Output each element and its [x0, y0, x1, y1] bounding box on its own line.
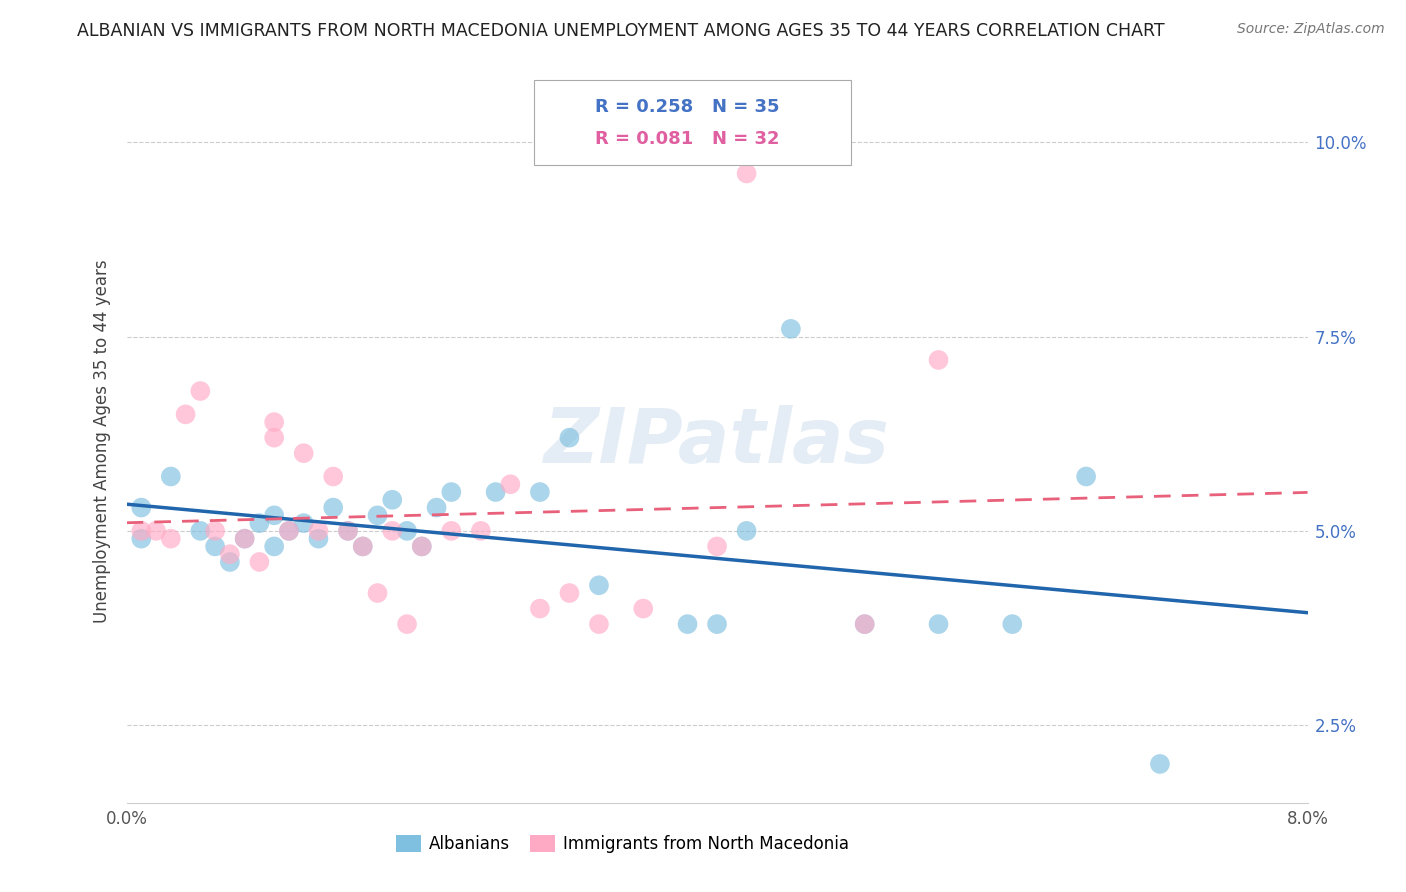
Point [292, 446, 315, 460]
Text: R = 0.258   N = 35: R = 0.258 N = 35 [595, 98, 779, 117]
Point [292, 516, 315, 530]
Point [219, 547, 242, 561]
Point [174, 408, 197, 422]
Point [499, 477, 522, 491]
Point [160, 469, 183, 483]
Point [706, 540, 728, 554]
Point [558, 431, 581, 445]
Text: Source: ZipAtlas.com: Source: ZipAtlas.com [1237, 22, 1385, 37]
Point [322, 469, 344, 483]
Point [129, 500, 153, 515]
Point [263, 431, 285, 445]
Point [145, 524, 167, 538]
Point [352, 540, 374, 554]
Point [381, 524, 404, 538]
Point [263, 508, 285, 523]
Point [484, 485, 508, 500]
Point [440, 524, 463, 538]
Point [411, 540, 433, 554]
Point [853, 617, 876, 632]
Point [188, 384, 212, 398]
Point [426, 500, 449, 515]
Point [129, 524, 153, 538]
Point [396, 524, 419, 538]
Point [278, 524, 301, 538]
Point [337, 524, 360, 538]
Point [396, 617, 419, 632]
Point [853, 617, 876, 632]
Point [928, 617, 950, 632]
Point [529, 601, 551, 615]
Point [779, 322, 801, 336]
Point [204, 540, 226, 554]
Point [160, 532, 183, 546]
Point [352, 540, 374, 554]
Point [470, 524, 492, 538]
Point [263, 540, 285, 554]
Point [249, 555, 271, 569]
Point [706, 617, 728, 632]
Point [633, 601, 655, 615]
Point [411, 540, 433, 554]
Point [129, 532, 153, 546]
Point [588, 578, 610, 592]
Point [735, 524, 758, 538]
Point [1149, 756, 1171, 771]
Point [928, 353, 950, 368]
Point [337, 524, 360, 538]
Point [219, 555, 242, 569]
Point [188, 524, 212, 538]
Point [381, 492, 404, 507]
Y-axis label: Unemployment Among Ages 35 to 44 years: Unemployment Among Ages 35 to 44 years [93, 260, 111, 624]
Point [367, 586, 389, 600]
Point [529, 485, 551, 500]
Point [588, 617, 610, 632]
Point [204, 524, 226, 538]
Text: ALBANIAN VS IMMIGRANTS FROM NORTH MACEDONIA UNEMPLOYMENT AMONG AGES 35 TO 44 YEA: ALBANIAN VS IMMIGRANTS FROM NORTH MACEDO… [77, 22, 1166, 40]
Point [440, 485, 463, 500]
Point [307, 524, 329, 538]
Point [367, 508, 389, 523]
Point [322, 500, 344, 515]
Point [735, 167, 758, 181]
Point [233, 532, 256, 546]
Text: R = 0.081   N = 32: R = 0.081 N = 32 [595, 130, 779, 148]
Point [1001, 617, 1024, 632]
Point [278, 524, 301, 538]
Point [233, 532, 256, 546]
Point [558, 586, 581, 600]
Point [263, 415, 285, 429]
Point [307, 532, 329, 546]
Point [1076, 469, 1098, 483]
Point [676, 617, 699, 632]
Text: ZIPatlas: ZIPatlas [544, 405, 890, 478]
Legend: Albanians, Immigrants from North Macedonia: Albanians, Immigrants from North Macedon… [389, 828, 856, 860]
Point [249, 516, 271, 530]
